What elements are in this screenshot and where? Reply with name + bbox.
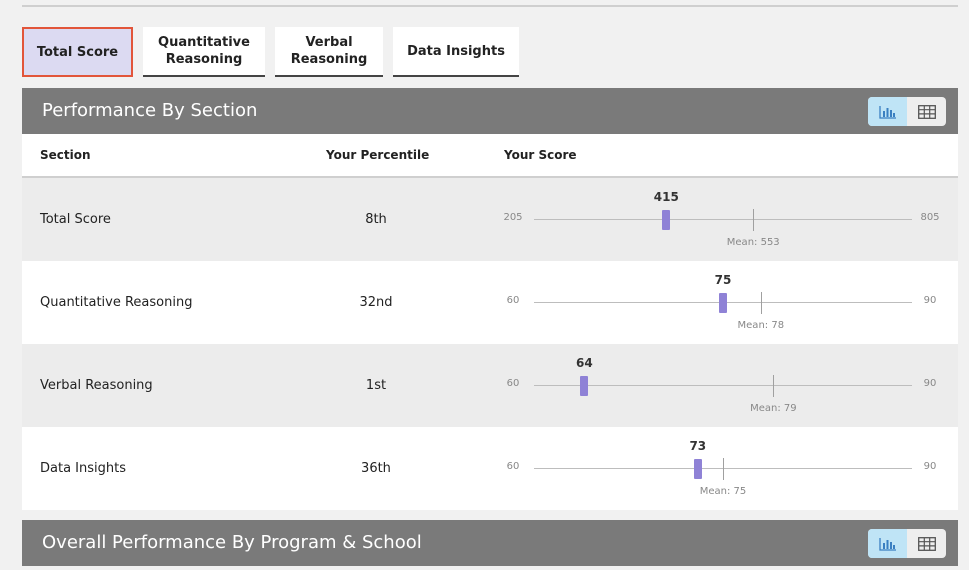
tab-total-score[interactable]: Total Score: [22, 27, 133, 77]
mean-tick: [773, 375, 775, 397]
score-marker: [693, 459, 702, 479]
score-marker: [580, 376, 589, 396]
percentile-value: 1st: [365, 378, 387, 393]
overall-performance-header: Overall Performance By Program & School: [22, 520, 958, 566]
score-value: 64: [576, 356, 593, 370]
scale-min: 60: [506, 295, 520, 306]
table-row: Quantitative Reasoning 32nd 60 Mean: 78 75 90: [22, 261, 958, 344]
section-name: Quantitative Reasoning: [40, 295, 193, 310]
bar-chart-icon: [878, 537, 896, 551]
percentile-value: 36th: [361, 461, 391, 476]
percentile-value: 8th: [365, 212, 387, 227]
section-name: Data Insights: [40, 461, 126, 476]
table-header: Section Your Percentile Your Score: [22, 134, 958, 178]
section-title: Performance By Section: [42, 100, 258, 121]
mean-label: Mean: 79: [750, 403, 797, 414]
mean-tick: [753, 209, 755, 231]
tab-label: Verbal Reasoning: [290, 35, 368, 67]
scale-max: 90: [923, 378, 937, 389]
table-row: Verbal Reasoning 1st 60 Mean: 79 64 90: [22, 344, 958, 427]
tab-quantitative-reasoning[interactable]: Quantitative Reasoning: [143, 27, 265, 77]
score-value: 415: [653, 190, 679, 204]
score-scale: 60 Mean: 75 73 90: [500, 427, 960, 510]
mean-label: Mean: 553: [726, 237, 780, 248]
scale-max: 90: [923, 295, 937, 306]
mean-label: Mean: 78: [737, 320, 785, 331]
view-toggle: [868, 529, 946, 558]
performance-table: Section Your Percentile Your Score Total…: [22, 134, 958, 510]
table-view-button[interactable]: [907, 97, 946, 126]
column-header-score: Your Score: [504, 148, 577, 162]
tab-verbal-reasoning[interactable]: Verbal Reasoning: [275, 27, 383, 77]
section-name: Verbal Reasoning: [40, 378, 153, 393]
section-name: Total Score: [40, 212, 111, 227]
tab-label: Total Score: [36, 44, 119, 60]
score-scale: 205 Mean: 553 415 805: [500, 178, 960, 261]
table-row: Data Insights 36th 60 Mean: 75 73 90: [22, 427, 958, 510]
score-value: 75: [714, 273, 732, 287]
table-view-button[interactable]: [907, 529, 946, 558]
score-marker: [662, 210, 671, 230]
top-divider: [22, 5, 958, 7]
scale-min: 205: [503, 212, 523, 223]
scale-track: [534, 219, 912, 220]
mean-label: Mean: 75: [699, 486, 747, 497]
tab-label: Quantitative Reasoning: [158, 35, 250, 67]
chart-view-button[interactable]: [868, 529, 907, 558]
section-title: Overall Performance By Program & School: [42, 532, 422, 553]
chart-view-button[interactable]: [868, 97, 907, 126]
scale-min: 60: [506, 461, 520, 472]
table-grid-icon: [917, 104, 936, 119]
table-row: Total Score 8th 205 Mean: 553 415 805: [22, 178, 958, 261]
table-body: Total Score 8th 205 Mean: 553 415 805 Quantita…: [22, 178, 958, 510]
score-scale: 60 Mean: 79 64 90: [500, 344, 960, 427]
performance-by-section-header: Performance By Section: [22, 88, 958, 134]
column-header-section: Section: [40, 148, 91, 162]
percentile-value: 32nd: [359, 295, 393, 310]
score-marker: [719, 293, 727, 313]
tab-label: Data Insights: [407, 43, 505, 59]
score-value: 73: [689, 439, 707, 453]
scale-min: 60: [506, 378, 520, 389]
view-toggle: [868, 97, 946, 126]
mean-tick: [760, 292, 762, 314]
column-header-percentile: Your Percentile: [326, 148, 430, 162]
scale-track: [534, 385, 912, 386]
tab-data-insights[interactable]: Data Insights: [393, 27, 519, 77]
mean-tick: [723, 458, 724, 480]
bar-chart-icon: [878, 105, 896, 119]
scale-max: 90: [923, 461, 937, 472]
table-grid-icon: [917, 536, 936, 551]
score-scale: 60 Mean: 78 75 90: [500, 261, 960, 344]
scale-max: 805: [920, 212, 940, 223]
